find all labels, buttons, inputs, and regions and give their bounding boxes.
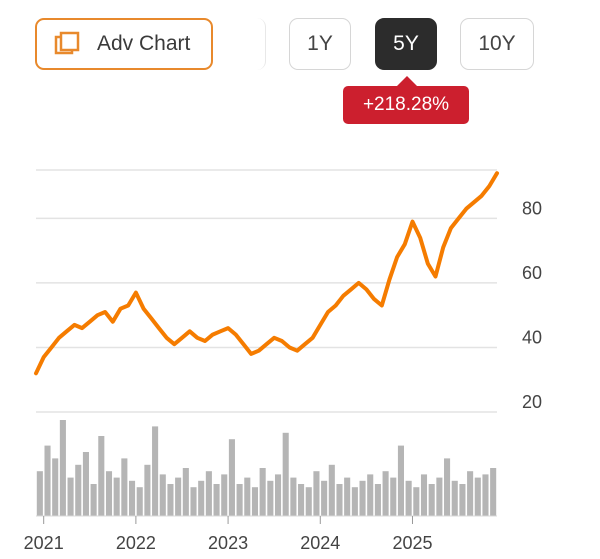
volume-bar xyxy=(75,464,82,516)
volume-bar xyxy=(36,471,43,516)
volume-bar xyxy=(336,484,343,516)
x-tick-label: 2022 xyxy=(116,533,156,553)
range-1y-button[interactable]: 1Y xyxy=(289,18,351,70)
x-axis-ticks: 2021 2022 2023 2024 2025 xyxy=(24,516,433,553)
volume-bar xyxy=(182,468,189,516)
volume-bar xyxy=(428,484,435,516)
volume-bar xyxy=(167,484,174,516)
y-tick-label: 60 xyxy=(522,263,542,283)
y-tick-label: 20 xyxy=(522,392,542,412)
volume-bars xyxy=(36,420,497,516)
volume-bar xyxy=(52,458,59,516)
range-5y-button[interactable]: 5Y xyxy=(375,18,437,70)
y-tick-label: 40 xyxy=(522,327,542,347)
volume-bar xyxy=(413,487,420,516)
volume-bar xyxy=(367,474,374,516)
volume-bar xyxy=(397,445,404,516)
volume-bar xyxy=(190,487,197,516)
volume-bar xyxy=(374,484,381,516)
volume-bar xyxy=(382,471,389,516)
x-tick-label: 2023 xyxy=(208,533,248,553)
volume-bar xyxy=(251,487,259,516)
volume-bar xyxy=(152,426,159,516)
volume-bar xyxy=(474,477,481,516)
adv-chart-button[interactable]: Adv Chart xyxy=(35,18,213,70)
volume-bar xyxy=(144,464,151,516)
volume-bar xyxy=(459,484,466,516)
volume-bar xyxy=(451,480,458,516)
volume-bar xyxy=(59,420,66,516)
range-10y-button[interactable]: 10Y xyxy=(460,18,534,70)
volume-bar xyxy=(228,439,235,516)
volume-bar xyxy=(290,477,297,516)
volume-bar xyxy=(90,484,97,516)
layers-icon xyxy=(54,31,80,55)
volume-bar xyxy=(159,474,166,516)
y-tick-label: 80 xyxy=(522,198,542,218)
volume-bar xyxy=(259,468,266,516)
volume-bar xyxy=(482,474,489,516)
volume-bar xyxy=(236,484,243,516)
volume-bar xyxy=(136,487,143,516)
change-badge: +218.28% xyxy=(343,86,469,124)
volume-bar xyxy=(113,477,120,516)
volume-bar xyxy=(490,468,497,516)
change-badge-pointer xyxy=(396,76,418,87)
volume-bar xyxy=(313,471,320,516)
volume-bar xyxy=(328,464,335,516)
grid-lines xyxy=(36,169,497,413)
volume-bar xyxy=(213,484,220,516)
adv-chart-label: Adv Chart xyxy=(97,32,191,55)
volume-bar xyxy=(105,471,113,516)
hidden-range-button[interactable] xyxy=(243,18,266,70)
volume-bar xyxy=(274,474,282,516)
price-chart[interactable]: 20 40 60 80 2021 2022 2023 2024 2025 xyxy=(0,140,600,559)
y-axis-ticks: 20 40 60 80 xyxy=(522,198,542,412)
price-line xyxy=(34,171,499,376)
volume-bar xyxy=(444,458,451,516)
x-tick-label: 2021 xyxy=(24,533,64,553)
volume-bar xyxy=(98,436,105,516)
volume-bar xyxy=(405,480,412,516)
volume-bar xyxy=(175,477,182,516)
volume-bar xyxy=(67,477,74,516)
volume-bar xyxy=(244,477,251,516)
x-tick-label: 2024 xyxy=(300,533,340,553)
volume-bar xyxy=(82,452,89,516)
volume-bar xyxy=(359,480,366,516)
volume-bar xyxy=(282,432,289,516)
x-tick-label: 2025 xyxy=(392,533,432,553)
volume-bar xyxy=(344,477,351,516)
volume-bar xyxy=(205,471,212,516)
volume-bar xyxy=(198,480,205,516)
volume-bar xyxy=(436,477,443,516)
volume-bar xyxy=(121,458,128,516)
volume-bar xyxy=(129,480,136,516)
volume-bar xyxy=(298,484,305,516)
volume-bar xyxy=(390,477,397,516)
volume-bar xyxy=(321,480,328,516)
volume-bar xyxy=(44,445,51,516)
volume-bar xyxy=(305,487,312,516)
volume-bar xyxy=(351,487,358,516)
volume-bar xyxy=(267,480,274,516)
volume-bar xyxy=(420,474,428,516)
volume-bar xyxy=(467,471,474,516)
volume-bar xyxy=(221,474,228,516)
